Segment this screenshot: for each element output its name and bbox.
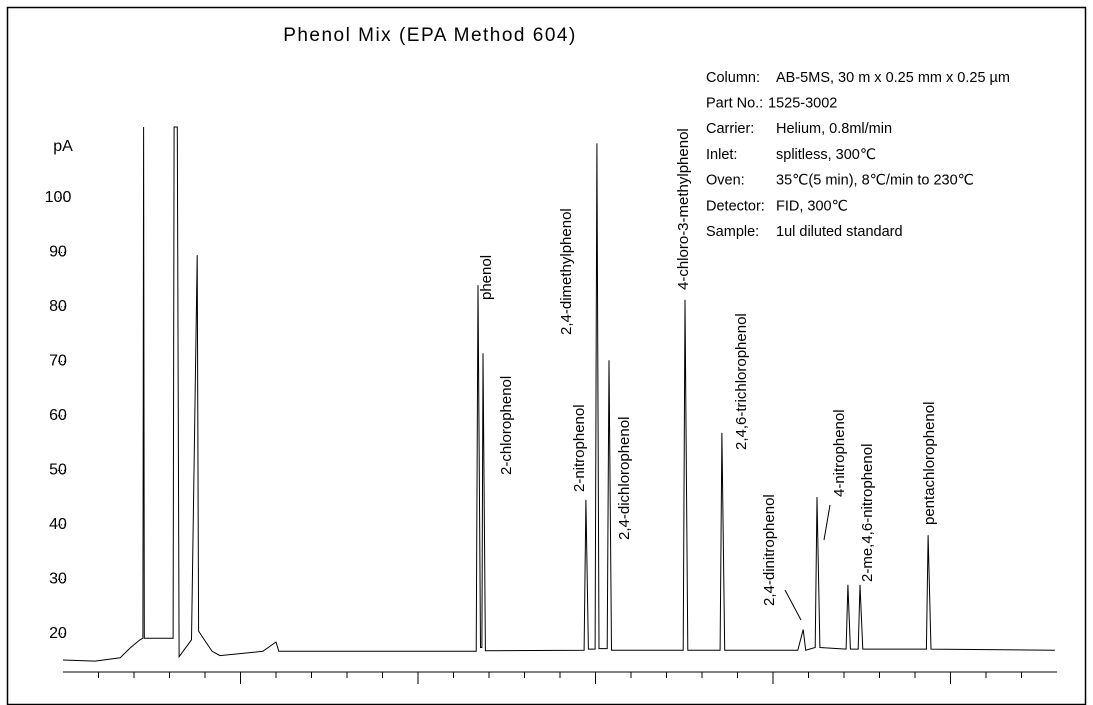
peak-label: 2-nitrophenol — [571, 404, 588, 492]
trace — [62, 126, 1055, 662]
info-value: Helium, 0.8ml/min — [776, 121, 892, 137]
info-label: Sample: — [706, 224, 759, 240]
peak-label: 2,4-dimethylphenol — [558, 208, 575, 335]
y-axis-label: pA — [53, 138, 73, 155]
info-label: Oven: — [706, 173, 745, 189]
peak-label: pentachlorophenol — [921, 402, 938, 525]
info-label: Column: — [706, 70, 760, 86]
leader-line — [823, 504, 831, 541]
peak-label: 2,4,6-trichlorophenol — [733, 313, 750, 450]
peak-label: 4-nitrophenol — [831, 409, 848, 497]
info-value: 1525-3002 — [768, 96, 837, 112]
info-label: Carrier: — [706, 121, 754, 137]
leader-line — [784, 589, 802, 621]
info-label: Part No.: — [706, 96, 763, 112]
info-label: Detector: — [706, 198, 765, 214]
peak-label: 4-chloro-3-methylphenol — [675, 128, 692, 290]
peak-label: phenol — [478, 255, 495, 300]
frame — [6, 6, 1087, 705]
info-value: splitless, 300℃ — [776, 147, 876, 163]
info-value: FID, 300℃ — [776, 198, 848, 214]
info-value: 35℃(5 min), 8℃/min to 230℃ — [776, 173, 974, 189]
peak-label: 2-me,4,6-nitrophenol — [859, 444, 876, 582]
peak-label: 2,4-dinitrophenol — [761, 494, 778, 606]
peak-label: 2-chlorophenol — [498, 376, 515, 475]
peak-label: 2,4-dichlorophenol — [616, 417, 633, 540]
info-value: AB-5MS, 30 m x 0.25 mm x 0.25 µm — [776, 70, 1010, 86]
chart-title: Phenol Mix (EPA Method 604) — [283, 25, 577, 46]
info-label: Inlet: — [706, 147, 737, 163]
info-value: 1ul diluted standard — [776, 224, 903, 240]
